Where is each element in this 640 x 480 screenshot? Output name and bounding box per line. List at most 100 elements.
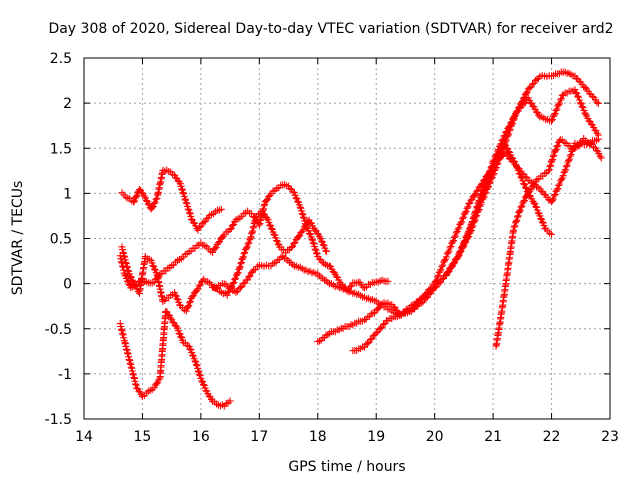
data-point bbox=[483, 177, 491, 185]
data-point bbox=[441, 257, 449, 265]
data-point bbox=[121, 271, 129, 279]
data-point bbox=[457, 219, 465, 227]
data-point bbox=[171, 291, 179, 299]
data-point bbox=[566, 152, 574, 160]
data-point bbox=[232, 274, 240, 282]
data-point bbox=[277, 253, 285, 261]
data-point bbox=[472, 207, 480, 215]
data-point bbox=[499, 135, 507, 143]
data-point bbox=[548, 115, 556, 123]
data-point bbox=[502, 136, 510, 144]
series-track-5 bbox=[209, 135, 602, 319]
data-point bbox=[512, 163, 520, 171]
data-point bbox=[555, 101, 563, 109]
data-point bbox=[231, 275, 239, 283]
data-point bbox=[470, 213, 478, 221]
data-point bbox=[506, 122, 514, 130]
data-point bbox=[461, 237, 469, 245]
data-point bbox=[274, 256, 282, 264]
data-point bbox=[594, 99, 602, 107]
data-point bbox=[236, 264, 244, 272]
data-point bbox=[529, 181, 537, 189]
data-point bbox=[267, 225, 275, 233]
data-point bbox=[239, 280, 247, 288]
data-point bbox=[556, 180, 564, 188]
data-point bbox=[444, 248, 452, 256]
data-point bbox=[346, 283, 354, 291]
data-point bbox=[513, 213, 521, 221]
data-point bbox=[270, 230, 278, 238]
data-point bbox=[459, 215, 467, 223]
data-point bbox=[581, 84, 589, 92]
data-point bbox=[315, 337, 323, 345]
series-track-9 bbox=[492, 135, 605, 350]
data-point bbox=[198, 377, 206, 385]
data-point bbox=[551, 147, 559, 155]
y-tick-label: 0 bbox=[63, 277, 72, 293]
data-point bbox=[130, 198, 138, 206]
data-point bbox=[323, 247, 331, 255]
data-point bbox=[274, 240, 282, 248]
data-point bbox=[578, 103, 586, 111]
data-point bbox=[582, 110, 590, 118]
data-point bbox=[462, 233, 470, 241]
data-point bbox=[195, 223, 203, 231]
data-point bbox=[200, 218, 208, 226]
data-point bbox=[520, 180, 528, 188]
data-point bbox=[471, 208, 479, 216]
y-axis-label: SDTVAR / TECUs bbox=[10, 181, 26, 296]
data-point bbox=[366, 336, 374, 344]
data-point bbox=[468, 219, 476, 227]
data-point bbox=[186, 345, 194, 353]
data-point bbox=[266, 221, 274, 229]
data-point bbox=[464, 229, 472, 237]
data-point bbox=[294, 233, 302, 241]
chart-title: Day 308 of 2020, Sidereal Day-to-day VTE… bbox=[48, 21, 613, 37]
data-point bbox=[311, 245, 319, 253]
data-point bbox=[548, 230, 556, 238]
data-point bbox=[540, 190, 548, 198]
data-point bbox=[461, 209, 469, 217]
data-point bbox=[289, 261, 297, 269]
data-point bbox=[245, 239, 253, 247]
data-point bbox=[510, 223, 518, 231]
data-point bbox=[508, 118, 516, 126]
data-point bbox=[548, 157, 556, 165]
data-point bbox=[454, 225, 462, 233]
data-point bbox=[412, 298, 420, 306]
data-point bbox=[182, 307, 190, 315]
data-point bbox=[467, 196, 475, 204]
data-point bbox=[191, 357, 199, 365]
data-point bbox=[486, 171, 494, 179]
data-point bbox=[119, 330, 127, 338]
data-point bbox=[468, 218, 476, 226]
data-point bbox=[290, 240, 298, 248]
data-point bbox=[557, 175, 565, 183]
data-point bbox=[520, 197, 528, 205]
data-point bbox=[549, 195, 557, 203]
data-point bbox=[367, 310, 375, 318]
data-point bbox=[377, 324, 385, 332]
data-point bbox=[445, 247, 453, 255]
data-point bbox=[229, 280, 237, 288]
y-tick-label: 1.5 bbox=[50, 141, 72, 157]
data-point bbox=[534, 183, 542, 191]
data-point bbox=[120, 334, 128, 342]
data-point bbox=[475, 198, 483, 206]
data-point bbox=[150, 199, 158, 207]
x-tick-label: 14 bbox=[75, 429, 93, 445]
data-point bbox=[497, 148, 505, 156]
x-tick-label: 19 bbox=[367, 429, 385, 445]
data-point bbox=[553, 143, 561, 151]
data-point bbox=[374, 305, 382, 313]
data-point bbox=[149, 262, 157, 270]
data-point bbox=[466, 225, 474, 233]
data-point bbox=[554, 185, 562, 193]
data-point bbox=[236, 284, 244, 292]
data-point bbox=[192, 361, 200, 369]
data-point bbox=[478, 187, 486, 195]
data-point bbox=[559, 172, 567, 180]
data-point bbox=[496, 149, 504, 157]
data-point bbox=[562, 166, 570, 174]
data-point bbox=[514, 212, 522, 220]
